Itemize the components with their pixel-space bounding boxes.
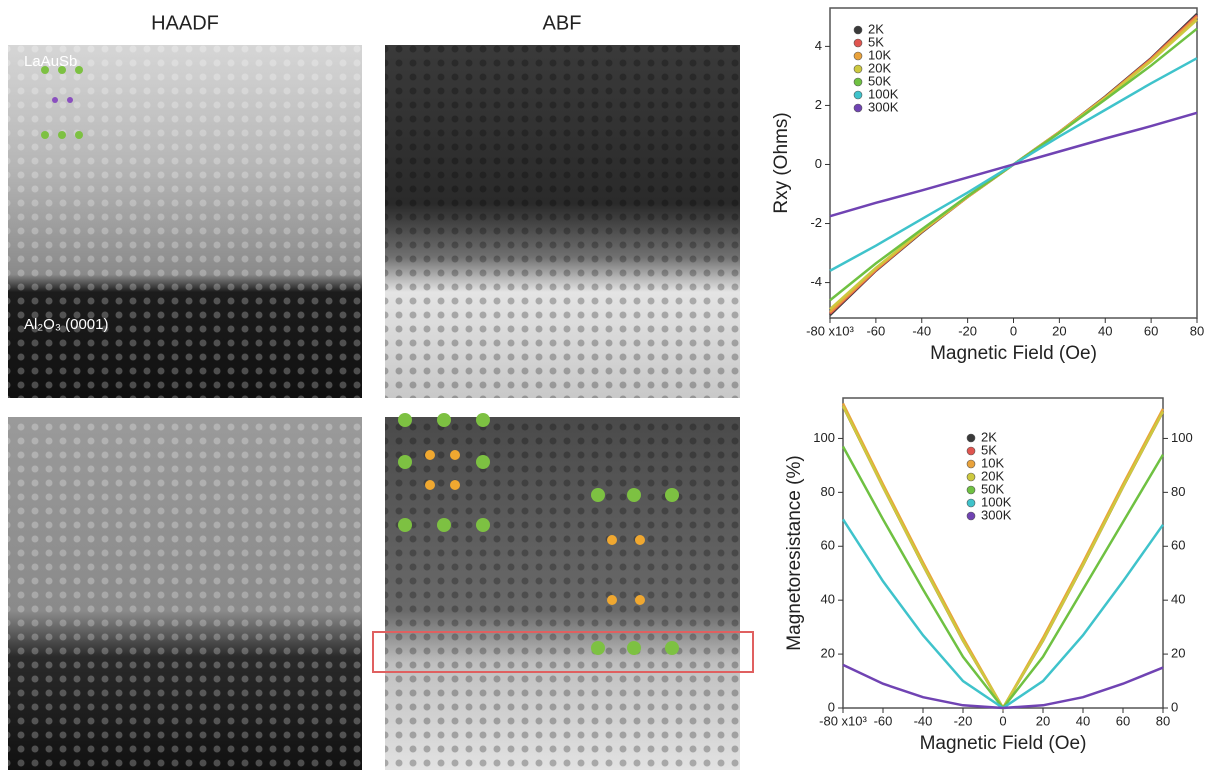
line-series	[842, 663, 1164, 710]
y-axis-label: Rxy (Ohms)	[771, 112, 792, 213]
x-tick-label: 80	[1156, 713, 1170, 728]
y-tick-label: -2	[810, 215, 822, 230]
y2-tick-label: 0	[1171, 699, 1178, 714]
highlight-box	[372, 631, 754, 673]
image-texture	[385, 417, 740, 770]
legend-label: 5K	[981, 442, 997, 457]
image-label: Al₂O₃ (0001)	[24, 316, 108, 333]
x-tick-label: 40	[1076, 713, 1090, 728]
legend-label: 10K	[981, 455, 1004, 470]
legend-label: 2K	[868, 21, 884, 36]
line-series	[829, 111, 1198, 218]
x-tick-label: 60	[1144, 323, 1158, 338]
legend-marker	[853, 77, 863, 87]
y-tick-label: 4	[815, 38, 822, 53]
image-texture	[8, 417, 362, 770]
x-tick-label: -80 x10³	[806, 323, 854, 338]
legend-label: 20K	[981, 468, 1004, 483]
legend-marker	[853, 90, 863, 100]
y-tick-label: 20	[821, 646, 835, 661]
x-tick-label: 80	[1190, 323, 1204, 338]
y2-tick-label: 20	[1171, 646, 1185, 661]
legend-marker	[853, 64, 863, 74]
legend-label: 5K	[868, 34, 884, 49]
legend-marker	[853, 38, 863, 48]
y2-tick-label: 40	[1171, 592, 1185, 607]
x-tick-label: 20	[1052, 323, 1066, 338]
legend-label: 300K	[868, 99, 899, 114]
legend-marker	[966, 446, 976, 456]
image-texture	[8, 45, 362, 398]
y-tick-label: 40	[821, 592, 835, 607]
legend-marker	[966, 485, 976, 495]
line-series	[841, 405, 1165, 711]
legend-marker	[966, 433, 976, 443]
legend-marker	[853, 51, 863, 61]
x-axis-label: Magnetic Field (Oe)	[930, 343, 1097, 364]
legend-label: 50K	[981, 481, 1004, 496]
image-label: LaAuSb	[24, 53, 77, 70]
x-tick-label: -60	[866, 323, 885, 338]
x-tick-label: 0	[1010, 323, 1017, 338]
legend-marker	[853, 25, 863, 35]
legend-label: 2K	[981, 429, 997, 444]
y2-tick-label: 60	[1171, 538, 1185, 553]
legend-label: 300K	[981, 507, 1012, 522]
legend-label: 20K	[868, 60, 891, 75]
y-tick-label: 2	[815, 97, 822, 112]
legend-marker	[853, 103, 863, 113]
x-tick-label: 60	[1116, 713, 1130, 728]
y-tick-label: 60	[821, 538, 835, 553]
x-tick-label: -80 x10³	[819, 713, 867, 728]
x-tick-label: -60	[874, 713, 893, 728]
legend-marker	[966, 498, 976, 508]
x-tick-label: -20	[958, 323, 977, 338]
x-tick-label: -20	[954, 713, 973, 728]
legend-label: 10K	[868, 47, 891, 62]
line-series	[841, 405, 1165, 711]
x-tick-label: 20	[1036, 713, 1050, 728]
x-axis-label: Magnetic Field (Oe)	[920, 733, 1087, 754]
x-tick-label: 40	[1098, 323, 1112, 338]
legend-label: 100K	[981, 494, 1012, 509]
line-series	[841, 518, 1165, 710]
y2-tick-label: 100	[1171, 430, 1193, 445]
legend-marker	[966, 472, 976, 482]
y-tick-label: 100	[813, 430, 835, 445]
legend-marker	[966, 459, 976, 469]
y-tick-label: 0	[815, 156, 822, 171]
line-series	[841, 402, 1165, 711]
image-texture	[385, 45, 740, 398]
line-series	[841, 405, 1165, 711]
legend-label: 100K	[868, 86, 899, 101]
y-tick-label: -4	[810, 274, 822, 289]
legend-marker	[966, 511, 976, 521]
panel-title: ABF	[543, 12, 582, 34]
legend-label: 50K	[868, 73, 891, 88]
x-tick-label: -40	[912, 323, 931, 338]
atom-model	[41, 66, 679, 655]
plot-frame	[842, 397, 1164, 709]
y-axis-label: Magnetoresistance (%)	[784, 455, 805, 650]
y-tick-label: 0	[828, 699, 835, 714]
y-tick-label: 80	[821, 484, 835, 499]
y2-tick-label: 80	[1171, 484, 1185, 499]
panel-title: HAADF	[151, 12, 219, 34]
x-tick-label: -40	[914, 713, 933, 728]
x-tick-label: 0	[999, 713, 1006, 728]
